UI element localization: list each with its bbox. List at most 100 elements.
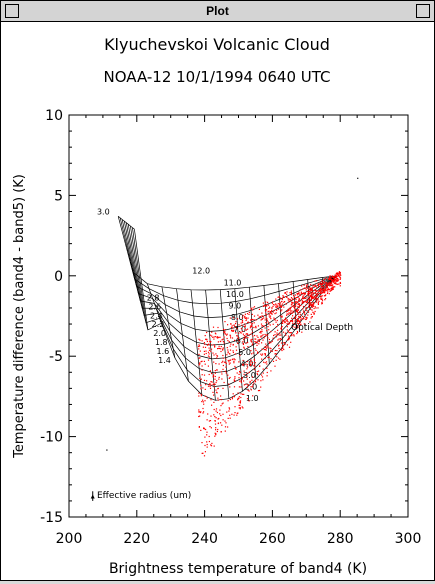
window-menu-button[interactable] xyxy=(5,4,19,18)
data-point xyxy=(330,283,332,285)
data-point xyxy=(281,297,283,299)
data-point xyxy=(239,400,242,402)
window-maximize-button[interactable] xyxy=(416,4,430,18)
data-point xyxy=(216,392,218,394)
data-point xyxy=(244,317,246,319)
data-point xyxy=(270,358,272,360)
data-point xyxy=(250,386,252,388)
data-point xyxy=(228,363,230,365)
data-point xyxy=(317,303,319,305)
data-point xyxy=(271,313,273,315)
data-point xyxy=(286,344,288,346)
data-point xyxy=(250,339,252,341)
data-point xyxy=(280,334,282,336)
data-point xyxy=(245,335,247,337)
data-point xyxy=(262,379,264,381)
data-point xyxy=(315,301,317,303)
data-point xyxy=(256,344,258,346)
data-point xyxy=(251,376,254,378)
data-point xyxy=(300,323,302,325)
data-point xyxy=(213,344,215,346)
data-point xyxy=(209,426,211,428)
data-point xyxy=(297,323,299,325)
data-point xyxy=(275,326,278,328)
data-point xyxy=(296,330,298,333)
data-point xyxy=(231,337,234,339)
data-point xyxy=(221,339,223,341)
data-point xyxy=(255,338,257,340)
data-point xyxy=(278,334,280,336)
data-point xyxy=(322,286,324,288)
data-point xyxy=(321,292,323,294)
data-point xyxy=(261,374,263,376)
data-point xyxy=(220,405,222,407)
data-point xyxy=(297,296,299,298)
data-point xyxy=(305,307,307,309)
data-point xyxy=(290,306,292,308)
data-point xyxy=(207,385,210,387)
data-point xyxy=(293,296,296,298)
data-point xyxy=(316,294,318,296)
data-point xyxy=(311,306,313,308)
data-point xyxy=(241,376,243,379)
radius-label: 1.4 xyxy=(158,356,171,365)
x-axis-label: Brightness temperature of band4 (K) xyxy=(109,561,367,577)
data-point xyxy=(301,331,303,333)
data-point xyxy=(285,334,287,336)
data-point xyxy=(281,303,284,305)
data-point xyxy=(303,287,306,289)
data-point xyxy=(269,342,271,344)
title-bar[interactable]: Plot xyxy=(1,1,434,22)
data-point xyxy=(240,380,242,382)
data-point xyxy=(289,292,291,294)
data-point xyxy=(269,324,271,326)
data-point xyxy=(303,323,305,325)
data-point xyxy=(214,346,216,348)
data-point xyxy=(321,282,323,284)
data-point xyxy=(215,389,217,391)
data-point xyxy=(302,315,304,317)
data-point xyxy=(198,357,200,359)
data-point xyxy=(261,348,263,350)
data-point xyxy=(203,374,206,376)
data-point xyxy=(215,427,217,429)
data-point xyxy=(249,364,251,366)
data-point xyxy=(336,273,338,275)
data-point xyxy=(216,380,218,382)
data-point xyxy=(270,350,272,352)
data-point xyxy=(229,362,231,364)
data-point xyxy=(291,335,293,337)
data-point xyxy=(339,281,341,284)
data-point xyxy=(339,276,341,278)
data-point xyxy=(245,342,247,344)
data-point xyxy=(218,363,220,365)
data-point xyxy=(231,398,233,400)
data-point xyxy=(236,328,238,330)
data-point xyxy=(264,346,266,348)
data-point xyxy=(215,408,218,410)
data-point xyxy=(222,354,224,357)
chart-subtitle: NOAA-12 10/1/1994 0640 UTC xyxy=(104,68,331,86)
data-point xyxy=(262,334,264,336)
data-point xyxy=(339,277,342,279)
data-point xyxy=(295,294,297,296)
data-point xyxy=(290,290,292,292)
data-point xyxy=(321,284,323,286)
data-point xyxy=(230,343,232,345)
data-point xyxy=(232,330,234,332)
data-point xyxy=(261,358,263,360)
data-point xyxy=(222,338,224,340)
data-point xyxy=(318,283,320,285)
data-point xyxy=(246,364,248,366)
data-point xyxy=(295,297,297,299)
data-point xyxy=(334,279,336,281)
data-point xyxy=(201,365,203,367)
data-point xyxy=(270,341,272,344)
data-point xyxy=(307,293,309,295)
data-point xyxy=(322,289,324,291)
data-point xyxy=(266,347,268,349)
data-point xyxy=(310,313,312,315)
data-point xyxy=(277,296,279,298)
data-point xyxy=(295,302,297,304)
data-point xyxy=(210,381,212,383)
